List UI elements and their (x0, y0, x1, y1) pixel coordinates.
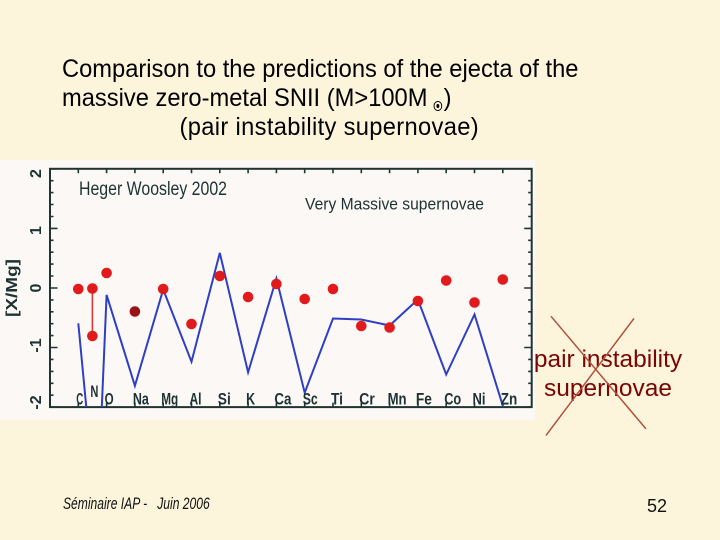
svg-text:Heger Woosley 2002: Heger Woosley 2002 (79, 179, 227, 200)
svg-text:Sc: Sc (303, 391, 318, 409)
svg-text:Zn: Zn (501, 391, 518, 409)
svg-text:Ca: Ca (274, 391, 292, 409)
svg-text:Very Massive supernovae: Very Massive supernovae (305, 195, 484, 214)
svg-text:Cr: Cr (359, 391, 375, 409)
svg-text:C: C (76, 391, 83, 409)
svg-text:K: K (246, 391, 255, 409)
svg-text:Mn: Mn (388, 391, 407, 409)
svg-text:Ni: Ni (473, 391, 486, 409)
svg-text:N: N (90, 383, 98, 401)
svg-text:Si: Si (218, 391, 231, 409)
svg-text:Na: Na (133, 391, 150, 409)
svg-text:Co: Co (444, 391, 461, 409)
svg-text:-2: -2 (28, 395, 45, 409)
svg-text:0: 0 (28, 283, 45, 292)
svg-text:Fe: Fe (416, 391, 432, 409)
svg-text:Mg: Mg (161, 391, 178, 409)
svg-text:[X/Mg]: [X/Mg] (4, 259, 21, 317)
svg-text:1: 1 (28, 226, 45, 235)
svg-text:Ti: Ti (331, 391, 343, 409)
svg-text:2: 2 (28, 169, 45, 178)
svg-text:O: O (105, 391, 114, 409)
svg-text:Al: Al (190, 391, 202, 409)
svg-text:-1: -1 (28, 338, 45, 352)
